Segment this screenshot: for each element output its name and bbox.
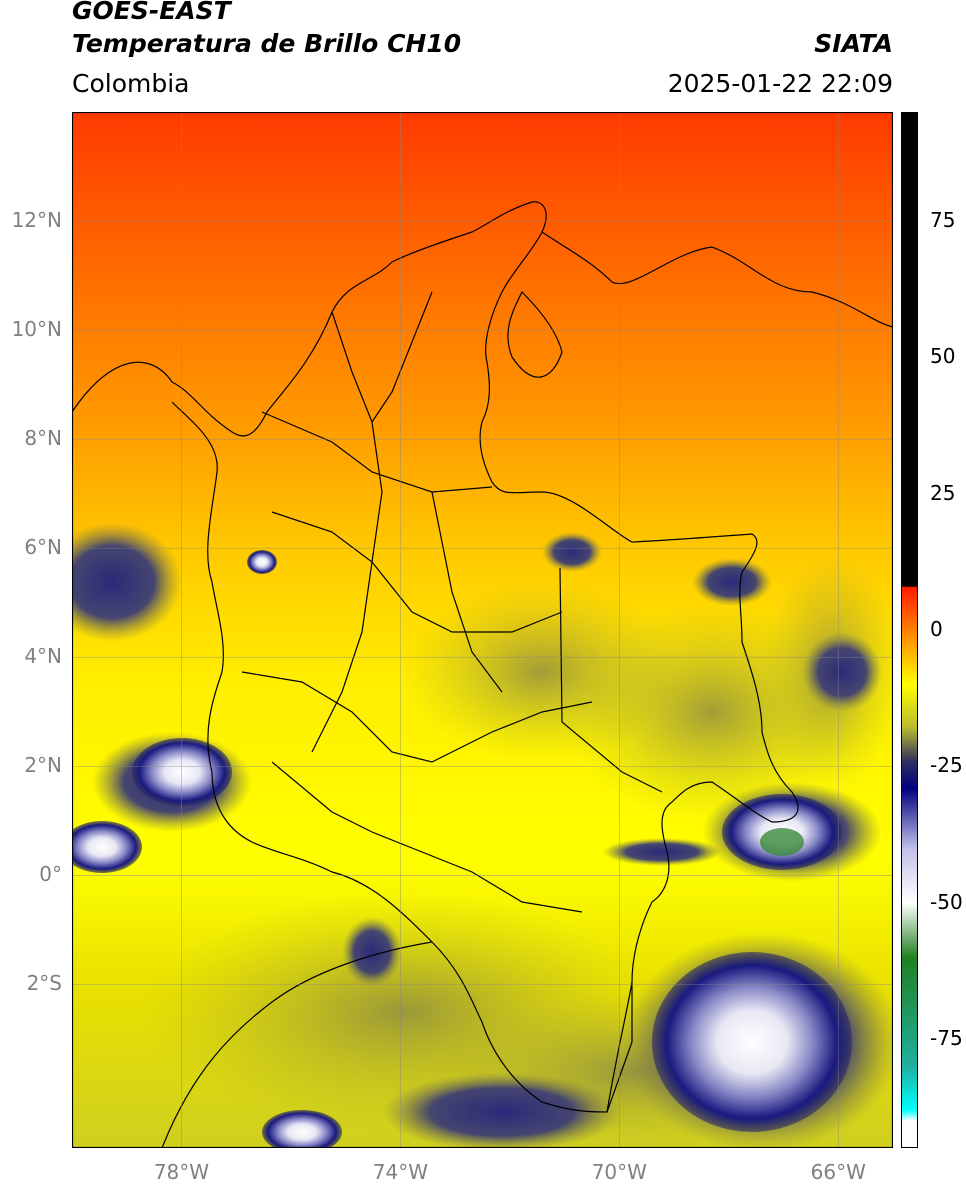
colorbar-segment — [901, 1066, 918, 1111]
colorbar-tick-label: -50 — [930, 889, 963, 914]
internal-dept-2 — [271, 511, 563, 633]
colorbar-segment — [901, 112, 918, 587]
satellite-title: GOES-EAST — [72, 0, 231, 25]
colorbar-segment — [901, 760, 918, 789]
colorbar-segment — [901, 586, 918, 588]
lon-tick-label: 78°W — [153, 1160, 210, 1184]
lat-tick-label: 10°N — [11, 317, 62, 342]
peru-border — [161, 941, 433, 1148]
colorbar-band — [901, 112, 918, 1148]
colombia-coastline — [72, 201, 799, 1113]
colorbar-segment — [901, 902, 918, 958]
lon-tick-label: 70°W — [591, 1160, 647, 1184]
internal-dept-4 — [271, 761, 583, 913]
colorbar-segment — [901, 728, 918, 762]
colorbar-segment — [901, 788, 918, 849]
colorbar-segment — [901, 630, 918, 686]
agency-label: SIATA — [814, 29, 893, 58]
colorbar-segment — [901, 684, 918, 729]
map-frame — [72, 112, 893, 1148]
internal-dept-6 — [311, 421, 383, 753]
gridlines — [72, 112, 893, 1148]
colorbar — [901, 112, 918, 1148]
timestamp-label: 2025-01-22 22:09 — [667, 69, 893, 98]
satellite-map — [72, 112, 893, 1148]
maracaibo-lake — [507, 290, 563, 378]
colorbar-tick-label: 50 — [930, 344, 956, 369]
region-label: Colombia — [72, 69, 190, 98]
borders — [72, 201, 893, 1148]
colorbar-segment — [901, 957, 918, 1067]
venezuela-coast — [541, 231, 893, 328]
lon-tick-label: 66°W — [810, 1160, 866, 1184]
colorbar-segment — [901, 1109, 918, 1122]
lat-tick-label: 12°N — [11, 208, 62, 233]
brazil-border — [606, 982, 633, 1113]
internal-dept-5 — [331, 291, 433, 424]
colorbar-segment — [901, 1120, 918, 1148]
lat-tick-label: 0° — [39, 862, 62, 887]
internal-dept-8 — [559, 567, 663, 793]
product-title: Temperatura de Brillo CH10 — [72, 29, 462, 58]
internal-dept-3 — [241, 671, 593, 763]
internal-dept-1 — [261, 411, 493, 493]
colorbar-segment — [901, 848, 918, 904]
internal-dept-7 — [431, 491, 503, 693]
lat-tick-label: 2°S — [26, 971, 62, 996]
lat-tick-label: 6°N — [24, 535, 62, 560]
lat-tick-label: 2°N — [24, 753, 62, 778]
colorbar-tick-label: -75 — [930, 1025, 963, 1050]
colorbar-frame — [901, 112, 918, 1148]
lat-tick-label: 8°N — [24, 426, 62, 451]
lon-tick-label: 74°W — [372, 1160, 428, 1184]
colorbar-tick-label: 75 — [930, 208, 956, 233]
colorbar-tick-label: 0 — [930, 617, 943, 641]
colorbar-tick-label: -25 — [930, 753, 963, 778]
convective-clouds — [72, 522, 893, 1148]
lat-tick-label: 4°N — [24, 644, 62, 669]
colorbar-segment — [901, 586, 918, 631]
colorbar-tick-label: 25 — [930, 480, 956, 505]
